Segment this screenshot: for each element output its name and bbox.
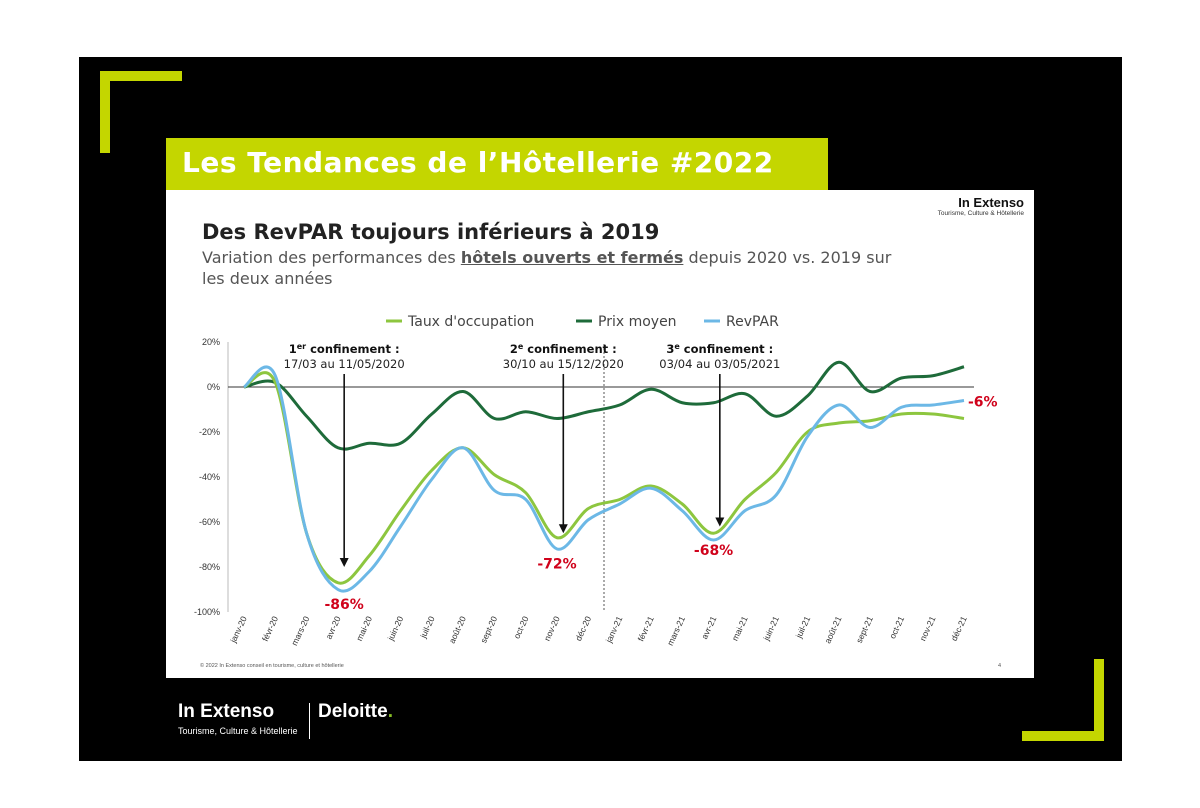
annotation-title: 2e confinement : [510, 342, 617, 356]
y-tick-label: 20% [202, 337, 220, 347]
brand-deloitte-logo: Deloitte. [318, 701, 393, 723]
x-tick-label: nov-21 [917, 614, 937, 642]
x-tick-label: mars-21 [665, 614, 687, 647]
x-tick-label: sept-21 [854, 614, 875, 644]
x-tick-label: sept-20 [478, 614, 499, 644]
brand-tagline: Tourisme, Culture & Hôtellerie [178, 726, 298, 736]
x-tick-label: avr-21 [699, 614, 718, 640]
annotation-dates: 03/04 au 03/05/2021 [659, 357, 780, 371]
legend-label: RevPAR [726, 314, 779, 330]
y-tick-label: -100% [194, 607, 220, 617]
x-tick-label: oct-20 [512, 614, 531, 640]
x-tick-label: févr-21 [636, 614, 656, 642]
x-tick-label: juin-20 [385, 614, 405, 643]
slide-logo-main: In Extenso [958, 195, 1024, 210]
annotation-dates: 17/03 au 11/05/2020 [284, 357, 405, 371]
title-banner: Les Tendances de l’Hôtellerie #2022 [166, 138, 828, 193]
value-label: -68% [694, 543, 733, 559]
series-line-revpar [243, 365, 965, 593]
annotation-title: 3e confinement : [666, 342, 773, 356]
y-tick-label: 0% [207, 382, 220, 392]
legend-label: Prix moyen [598, 314, 677, 330]
value-label: -6% [968, 395, 998, 411]
x-tick-label: août-21 [822, 614, 843, 645]
x-tick-label: janv-21 [603, 614, 624, 645]
brand-deloitte-dot: . [387, 701, 393, 722]
x-tick-label: juin-21 [761, 614, 781, 643]
brand-separator [309, 703, 310, 739]
annotation-title: 1er confinement : [289, 342, 400, 356]
annotation-text: confinement : [680, 342, 774, 356]
annotation-arrow-head [715, 517, 725, 527]
annotation-number: 1 [289, 342, 297, 356]
x-tick-label: déc-21 [949, 614, 969, 642]
annotation-arrow-head [558, 524, 568, 534]
y-tick-label: -60% [199, 517, 220, 527]
x-tick-label: mai-20 [354, 614, 374, 642]
value-label: -86% [325, 597, 364, 613]
annotation-number: 2 [510, 342, 518, 356]
x-tick-label: août-20 [447, 614, 468, 645]
legend-label: Taux d'occupation [407, 314, 534, 330]
slide-subtitle: Variation des performances des hôtels ou… [202, 247, 902, 289]
banner-title: Les Tendances de l’Hôtellerie #2022 [182, 146, 774, 179]
annotation-superscript: er [297, 342, 306, 351]
annotation-text: confinement : [306, 342, 400, 356]
corner-bracket-top-left-vertical [100, 71, 110, 153]
annotation-text: confinement : [523, 342, 617, 356]
x-tick-label: févr-20 [260, 614, 280, 642]
slide-logo-sub: Tourisme, Culture & Hôtellerie [937, 210, 1024, 217]
x-tick-label: juil-21 [793, 614, 812, 640]
page-number: 4 [998, 663, 1002, 669]
subtitle-part2: depuis 2020 vs. 2019 sur les deux années [202, 248, 892, 288]
annotation-superscript: e [518, 342, 524, 351]
annotation-superscript: e [674, 342, 680, 351]
x-tick-label: oct-21 [887, 614, 906, 640]
annotation-number: 3 [666, 342, 674, 356]
y-tick-label: -20% [199, 427, 220, 437]
annotation-dates: 30/10 au 15/12/2020 [503, 357, 624, 371]
x-tick-label: mai-21 [730, 614, 750, 642]
x-tick-label: juil-20 [418, 614, 437, 640]
corner-bracket-bottom-right-vertical [1094, 659, 1104, 741]
slide-logo: In Extenso Tourisme, Culture & Hôtelleri… [938, 196, 1024, 218]
subtitle-part1: Variation des performances des [202, 248, 461, 267]
y-tick-label: -40% [199, 472, 220, 482]
series-line-prix-moyen [243, 360, 965, 451]
series-line-taux-occupation [243, 371, 965, 585]
x-tick-label: déc-20 [573, 614, 593, 642]
x-tick-label: janv-20 [228, 614, 249, 645]
value-label: -72% [537, 557, 576, 573]
x-tick-label: mars-20 [289, 614, 311, 647]
brand-deloitte-text: Deloitte [318, 701, 388, 722]
x-tick-label: nov-20 [542, 614, 562, 642]
corner-bracket-top-left-horizontal [100, 71, 182, 81]
copyright-note: © 2022 In Extenso conseil en tourisme, c… [200, 663, 344, 669]
subtitle-highlight: hôtels ouverts et fermés [460, 248, 684, 267]
slide-title: Des RevPAR toujours inférieurs à 2019 [202, 220, 660, 244]
brand-inextenso-logo: In Extenso [178, 701, 275, 722]
slide-panel: In Extenso Tourisme, Culture & Hôtelleri… [166, 190, 1034, 678]
corner-bracket-bottom-right-horizontal [1022, 731, 1104, 741]
annotation-arrow-head [339, 558, 349, 567]
line-chart: 20% 0% -20% -40% -60% -80% -100% janv-20 févr-20… [194, 314, 998, 647]
y-tick-label: -80% [199, 562, 220, 572]
x-tick-label: avr-20 [323, 614, 342, 640]
